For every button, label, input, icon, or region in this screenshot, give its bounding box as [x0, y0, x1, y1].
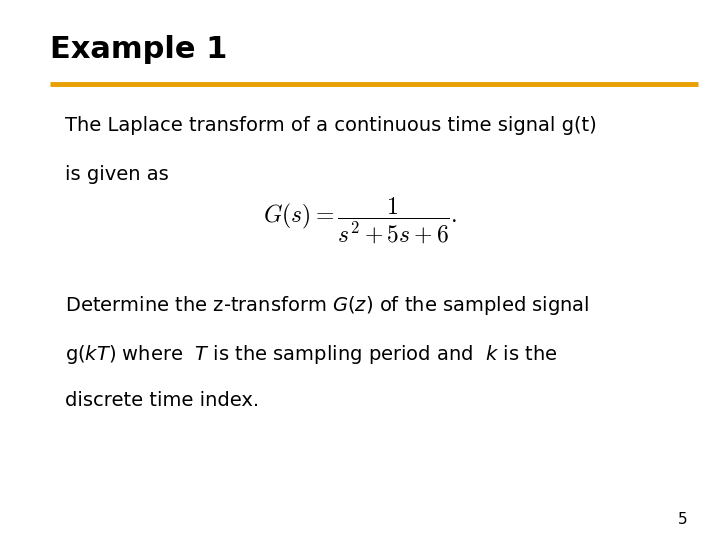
- Text: Determine the z-transform $\mathit{G}(\mathit{z})$ of the sampled signal: Determine the z-transform $\mathit{G}(\m…: [65, 294, 590, 318]
- Text: $G(s) = \dfrac{1}{s^2 + 5s + 6}.$: $G(s) = \dfrac{1}{s^2 + 5s + 6}.$: [263, 197, 457, 246]
- Text: discrete time index.: discrete time index.: [65, 392, 259, 410]
- Text: The Laplace transform of a continuous time signal g(t): The Laplace transform of a continuous ti…: [65, 116, 597, 135]
- Text: is given as: is given as: [65, 165, 168, 184]
- Text: 5: 5: [678, 511, 688, 526]
- Text: g($\mathit{kT}$) where  $\mathit{T}$ is the sampling period and  $\mathit{k}$ is: g($\mathit{kT}$) where $\mathit{T}$ is t…: [65, 343, 557, 366]
- Text: Example 1: Example 1: [50, 35, 228, 64]
